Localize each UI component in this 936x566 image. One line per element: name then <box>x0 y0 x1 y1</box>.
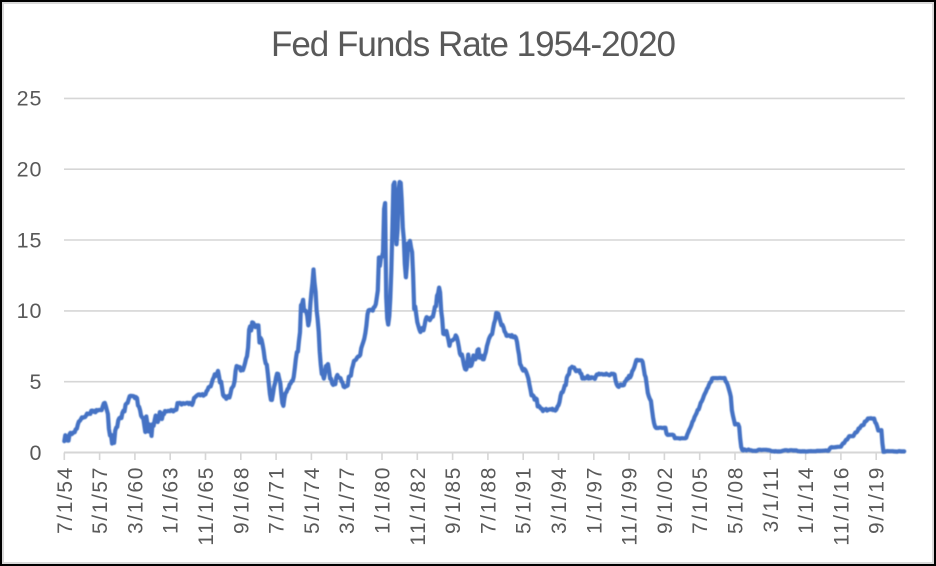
svg-text:1/1/14: 1/1/14 <box>795 466 818 534</box>
svg-text:5/1/74: 5/1/74 <box>301 466 324 534</box>
svg-text:11/1/65: 11/1/65 <box>195 466 218 546</box>
svg-text:Fed Funds Rate 1954-2020: Fed Funds Rate 1954-2020 <box>271 25 676 64</box>
svg-text:5/1/91: 5/1/91 <box>513 466 536 534</box>
svg-text:10: 10 <box>17 299 43 323</box>
svg-text:1/1/63: 1/1/63 <box>160 466 183 534</box>
svg-text:0: 0 <box>30 441 43 465</box>
svg-text:25: 25 <box>17 87 43 111</box>
svg-text:5: 5 <box>30 370 43 394</box>
svg-text:1/1/80: 1/1/80 <box>372 466 395 534</box>
svg-text:20: 20 <box>17 158 43 182</box>
svg-text:9/1/85: 9/1/85 <box>442 466 465 534</box>
svg-text:9/1/02: 9/1/02 <box>654 466 677 534</box>
svg-text:5/1/08: 5/1/08 <box>725 466 748 534</box>
svg-text:7/1/54: 7/1/54 <box>54 466 77 534</box>
svg-text:5/1/57: 5/1/57 <box>89 466 112 534</box>
svg-text:9/1/68: 9/1/68 <box>230 466 253 534</box>
svg-text:7/1/88: 7/1/88 <box>477 466 500 534</box>
svg-text:3/1/60: 3/1/60 <box>124 466 147 534</box>
svg-text:15: 15 <box>17 228 43 252</box>
svg-text:3/1/11: 3/1/11 <box>760 466 783 532</box>
svg-text:3/1/94: 3/1/94 <box>548 466 571 534</box>
svg-text:7/1/71: 7/1/71 <box>266 466 289 534</box>
svg-text:1/1/97: 1/1/97 <box>583 466 606 534</box>
svg-text:11/1/82: 11/1/82 <box>407 466 430 546</box>
svg-text:7/1/05: 7/1/05 <box>689 466 712 534</box>
svg-text:11/1/16: 11/1/16 <box>830 466 853 546</box>
svg-text:9/1/19: 9/1/19 <box>866 466 889 534</box>
svg-text:3/1/77: 3/1/77 <box>336 466 359 534</box>
svg-text:11/1/99: 11/1/99 <box>619 466 642 546</box>
